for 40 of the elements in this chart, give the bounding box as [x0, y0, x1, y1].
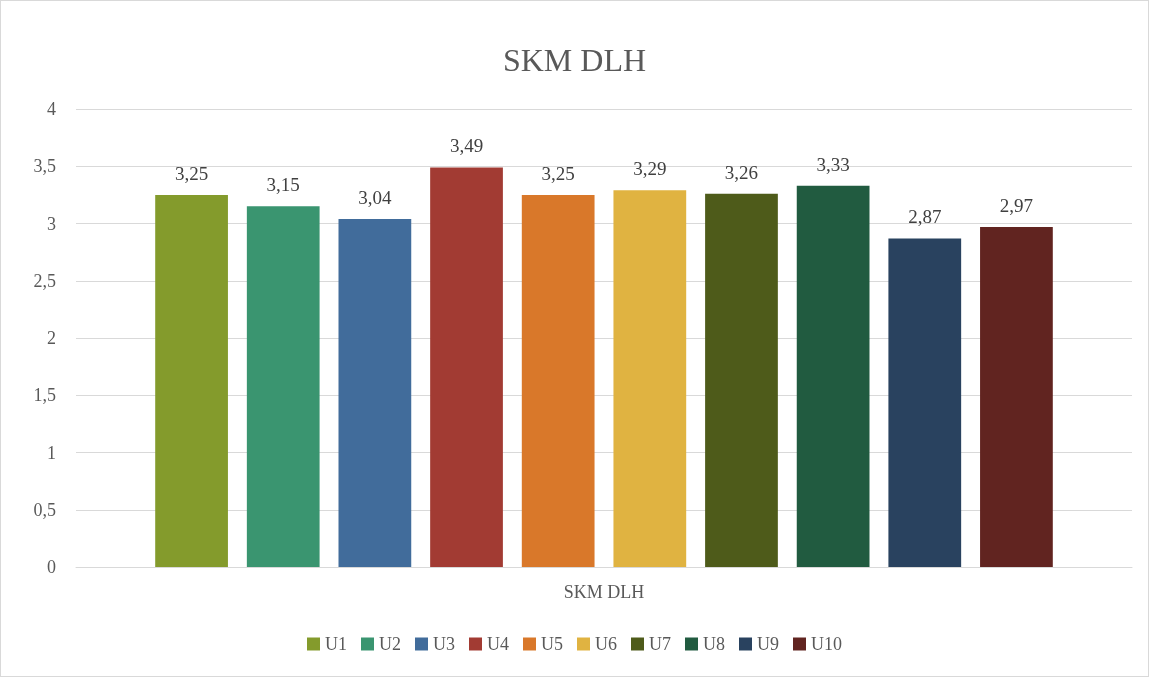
legend-label: U1	[325, 634, 347, 654]
bar	[430, 167, 503, 567]
bar	[246, 206, 320, 567]
bar	[613, 190, 687, 567]
data-label: 3,15	[266, 174, 300, 196]
legend-label: U5	[541, 634, 563, 654]
y-tick-label: 1	[47, 442, 56, 463]
legend-label: U10	[811, 634, 842, 654]
bar	[980, 226, 1053, 567]
legend-label: U7	[649, 634, 671, 654]
legend-label: U6	[595, 634, 617, 654]
y-tick-label: 4	[47, 99, 56, 119]
y-tick-label: 0,5	[33, 499, 56, 520]
data-label: 2,97	[999, 194, 1034, 216]
chart-title: SKM DLH	[502, 42, 647, 78]
bar	[338, 218, 412, 567]
bar	[705, 193, 778, 567]
bar	[796, 185, 870, 567]
y-tick-label: 2	[47, 328, 56, 348]
legend-label: U3	[433, 634, 455, 654]
data-label: 3,49	[449, 135, 484, 157]
y-tick-label: 0	[47, 557, 56, 577]
data-label: 3,25	[541, 162, 575, 184]
bar	[888, 238, 962, 567]
legend-label: U9	[757, 634, 779, 654]
bar	[155, 194, 228, 567]
data-label: 3,04	[358, 186, 392, 208]
y-tick-label: 1,5	[33, 385, 56, 406]
y-tick-label: 3,5	[33, 156, 56, 177]
legend-label: U4	[487, 634, 509, 654]
bar	[521, 194, 595, 567]
legend-label: U8	[703, 634, 725, 654]
data-label: 3,25	[174, 162, 209, 184]
y-tick-label: 2,5	[33, 270, 56, 291]
data-label: 3,29	[633, 158, 667, 180]
legend-label: U2	[379, 634, 401, 654]
y-tick-label: 3	[47, 213, 56, 234]
data-label: 3,33	[816, 153, 850, 175]
data-label: 3,26	[724, 161, 759, 183]
data-label: 2,87	[908, 206, 942, 228]
